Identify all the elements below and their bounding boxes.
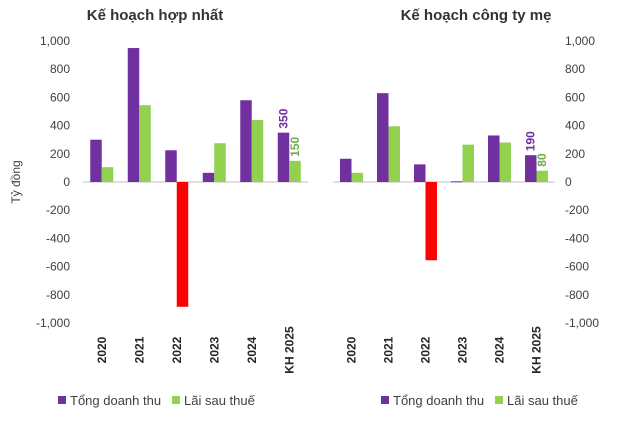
y-tick-label: 0 <box>565 175 572 189</box>
chart-title: Kế hoạch hợp nhất <box>87 7 224 24</box>
y-tick-label: 800 <box>565 62 585 76</box>
y-tick-label: 1,000 <box>40 34 70 48</box>
x-tick-label: KH 2025 <box>530 326 544 374</box>
y-tick-label: -400 <box>565 231 589 245</box>
bar-revenue-2021 <box>377 93 389 182</box>
y-tick-label: -600 <box>46 260 70 274</box>
bar-profit-2020 <box>101 167 114 182</box>
y-tick-label: 400 <box>565 119 585 133</box>
bar-revenue-2020 <box>340 158 352 182</box>
x-tick-label: 2022 <box>170 336 184 363</box>
y-tick-label: 1,000 <box>565 34 595 48</box>
bar-profit-KH-2025 <box>289 160 301 182</box>
bar-profit-2020 <box>351 172 363 182</box>
bar-revenue-2022 <box>414 164 426 182</box>
data-label: 150 <box>288 137 302 157</box>
x-tick-label: 2022 <box>419 336 433 363</box>
bar-revenue-2024 <box>240 100 252 182</box>
y-tick-label: 400 <box>50 119 70 133</box>
bar-profit-KH-2025 <box>536 170 548 182</box>
x-tick-label: 2024 <box>245 336 259 363</box>
legend-swatch-revenue <box>58 396 66 404</box>
chart-title: Kế hoạch công ty mẹ <box>401 7 552 24</box>
x-tick-label: 2021 <box>382 336 396 363</box>
legend-swatch-revenue <box>381 396 389 404</box>
legend-label-revenue: Tổng doanh thu <box>70 393 161 408</box>
bar-revenue-KH-2025 <box>277 132 290 182</box>
y-tick-label: -1,000 <box>36 316 70 330</box>
bar-profit-2023 <box>462 144 474 182</box>
bar-revenue-2023 <box>451 181 463 183</box>
x-tick-label: 2024 <box>493 336 507 363</box>
y-tick-label: 600 <box>50 90 70 104</box>
legend-label-revenue: Tổng doanh thu <box>393 393 484 408</box>
y-tick-label: 800 <box>50 62 70 76</box>
bar-revenue-KH-2025 <box>525 155 537 182</box>
legend-swatch-profit <box>495 396 503 404</box>
chart-panel-2: Kế hoạch công ty mẹ -1,000 -800 -600 -400 -20… <box>333 7 599 408</box>
x-tick-label: KH 2025 <box>282 326 296 374</box>
bar-profit-2024 <box>499 142 511 182</box>
y-tick-label: -800 <box>565 288 589 302</box>
y-tick-label: 200 <box>565 147 585 161</box>
bar-revenue-2023 <box>202 172 215 182</box>
bar-profit-2023 <box>214 143 226 182</box>
data-label: 80 <box>535 153 549 167</box>
bar-profit-2022 <box>425 182 437 261</box>
y-tick-label: -200 <box>46 203 70 217</box>
legend-label-profit: Lãi sau thuế <box>507 393 579 408</box>
y-tick-label: -800 <box>46 288 70 302</box>
data-label: 350 <box>277 108 291 128</box>
legend-swatch-profit <box>172 396 180 404</box>
bar-revenue-2021 <box>127 48 140 182</box>
data-label: 190 <box>524 131 538 151</box>
bar-revenue-2022 <box>165 150 177 182</box>
y-tick-label: 600 <box>565 90 585 104</box>
y-tick-label: 200 <box>50 147 70 161</box>
y-tick-label: -200 <box>565 203 589 217</box>
legend-label-profit: Lãi sau thuế <box>184 393 256 408</box>
bar-revenue-2020 <box>90 139 102 182</box>
bar-profit-2021 <box>139 105 151 182</box>
bar-profit-2022 <box>176 182 189 307</box>
x-tick-label: 2021 <box>132 336 146 363</box>
y-tick-label: 0 <box>63 175 70 189</box>
bar-profit-2024 <box>251 119 264 182</box>
x-tick-label: 2020 <box>95 336 109 363</box>
x-tick-label: 2020 <box>345 336 359 363</box>
bar-profit-2021 <box>388 126 400 182</box>
x-tick-label: 2023 <box>207 336 221 363</box>
x-tick-label: 2023 <box>456 336 470 363</box>
y-tick-label: -1,000 <box>565 316 599 330</box>
y-axis-label: Tỷ đồng <box>9 160 23 203</box>
chart-panel-1: Kế hoạch hợp nhất Tỷ đồng -1,000 -800 -600 -4… <box>9 7 308 408</box>
y-tick-label: -600 <box>565 260 589 274</box>
y-tick-label: -400 <box>46 231 70 245</box>
bar-revenue-2024 <box>488 135 500 182</box>
